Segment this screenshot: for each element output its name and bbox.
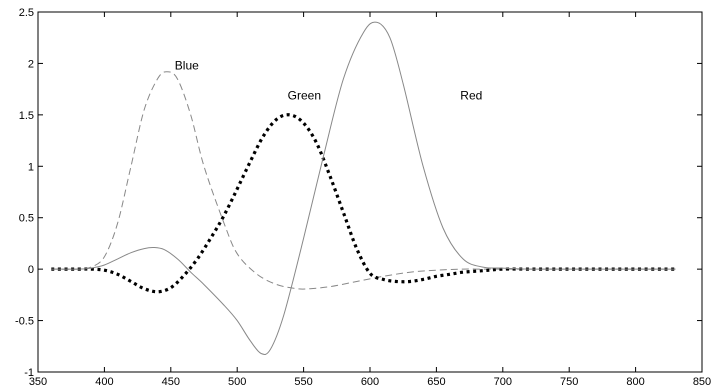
y-tick-label: -1 — [24, 367, 34, 379]
x-tick-label: 450 — [162, 376, 180, 388]
x-tick-label: 750 — [560, 376, 578, 388]
label-group: Blue Green Red — [175, 59, 483, 103]
plot-frame — [37, 11, 703, 373]
y-tick-label: 0 — [28, 264, 34, 276]
y-tick-label: -0.5 — [15, 316, 34, 328]
series-label-red: Red — [460, 88, 482, 102]
series-line-green — [51, 113, 676, 294]
y-tick-label: 2 — [28, 58, 34, 70]
y-tick-label: 1.5 — [19, 110, 34, 122]
series-line-red — [51, 21, 676, 355]
series-group — [51, 21, 676, 355]
x-tick-label: 350 — [29, 376, 47, 388]
x-tick-label: 650 — [427, 376, 445, 388]
y-tick-label: 0.5 — [19, 213, 34, 225]
x-tick-label: 550 — [294, 376, 312, 388]
x-tick-label: 700 — [494, 376, 512, 388]
y-tick-label: 1 — [28, 161, 34, 173]
series-label-blue: Blue — [175, 59, 199, 73]
series-line-blue — [51, 71, 676, 290]
y-tick-label: 2.5 — [19, 7, 34, 19]
x-tick-label: 500 — [228, 376, 246, 388]
x-tick-label: 850 — [693, 376, 711, 388]
x-tick-label: 400 — [95, 376, 113, 388]
x-tick-label: 600 — [361, 376, 379, 388]
axes-group: 350 400 450 500 550 600 650 700 750 800 850 2.5 2 1.5… — [15, 7, 711, 388]
x-tick-label: 800 — [626, 376, 644, 388]
series-label-green: Green — [288, 88, 321, 102]
